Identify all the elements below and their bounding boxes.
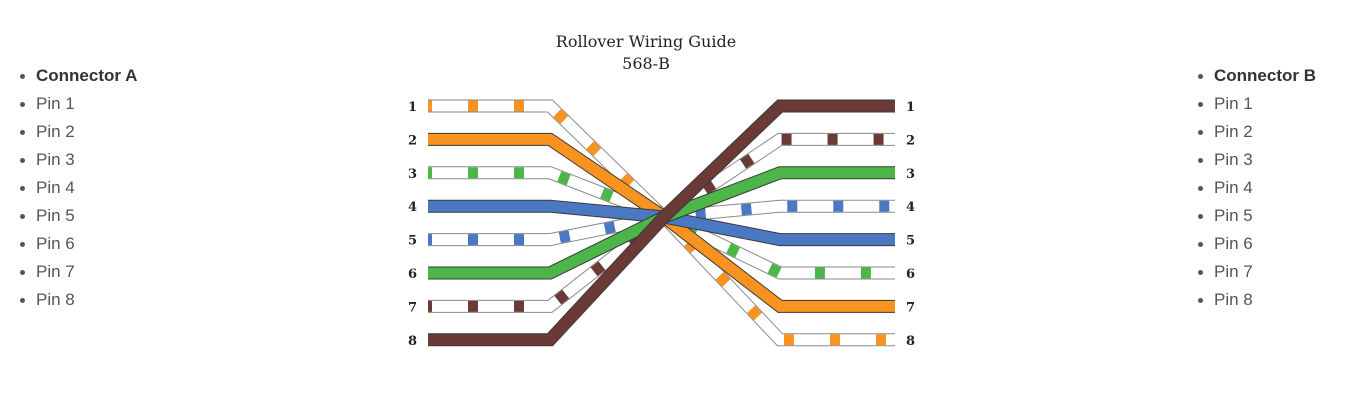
diagram-title: Rollover Wiring Guide [556,32,736,51]
pin-number-b-8: 8 [906,334,915,349]
pin-number-a-7: 7 [408,300,417,315]
connector-b-pin-8: Pin 8 [1196,286,1316,314]
wire-stripe [428,167,895,279]
pin-number-a-8: 8 [408,334,417,349]
pin-number-b-5: 5 [906,234,915,249]
rollover-wiring-diagram: Rollover Wiring Guide 568-B 1 2 3 4 5 6 7 8 1 2 3… [408,32,915,349]
diagram-subtitle: 568-B [622,54,670,73]
pin-number-a-2: 2 [408,133,417,148]
connector-a-pin-8: Pin 8 [18,286,137,314]
connector-b-pin-6: Pin 6 [1196,230,1316,258]
connector-b-pin-3: Pin 3 [1196,146,1316,174]
pin-number-a-4: 4 [408,200,417,215]
pin-number-a-5: 5 [408,234,417,249]
connector-a-pin-3: Pin 3 [18,146,137,174]
connector-a-header: Connector A [18,62,137,90]
pin-numbers-a: 1 2 3 4 5 6 7 8 [408,100,417,349]
connector-b-pin-7: Pin 7 [1196,258,1316,286]
connector-a-pin-2: Pin 2 [18,118,137,146]
connector-a-pin-5: Pin 5 [18,202,137,230]
connector-b-header: Connector B [1196,62,1316,90]
pin-number-a-3: 3 [408,167,417,182]
wire-core [428,100,895,346]
connector-b-pin-5: Pin 5 [1196,202,1316,230]
pin-number-b-4: 4 [906,200,915,215]
pin-numbers-b: 1 2 3 4 5 6 7 8 [906,100,915,349]
pin-number-b-3: 3 [906,167,915,182]
pin-number-b-1: 1 [906,100,915,115]
pin-number-b-7: 7 [906,300,915,315]
connector-b-pin-2: Pin 2 [1196,118,1316,146]
connector-a-pin-6: Pin 6 [18,230,137,258]
wire-brown-a8-b1 [428,99,895,347]
wires-group [428,99,895,347]
connector-a-pin-1: Pin 1 [18,90,137,118]
connector-a-pin-4: Pin 4 [18,174,137,202]
pin-number-a-1: 1 [408,100,417,115]
pin-number-b-2: 2 [906,133,915,148]
pin-number-a-6: 6 [408,267,417,282]
connector-a-list: Connector A Pin 1 Pin 2 Pin 3 Pin 4 Pin … [18,62,137,314]
connector-b-pin-1: Pin 1 [1196,90,1316,118]
connector-b-list: Connector B Pin 1 Pin 2 Pin 3 Pin 4 Pin … [1196,62,1316,314]
connector-a-pin-7: Pin 7 [18,258,137,286]
pin-number-b-6: 6 [906,267,915,282]
connector-b-pin-4: Pin 4 [1196,174,1316,202]
